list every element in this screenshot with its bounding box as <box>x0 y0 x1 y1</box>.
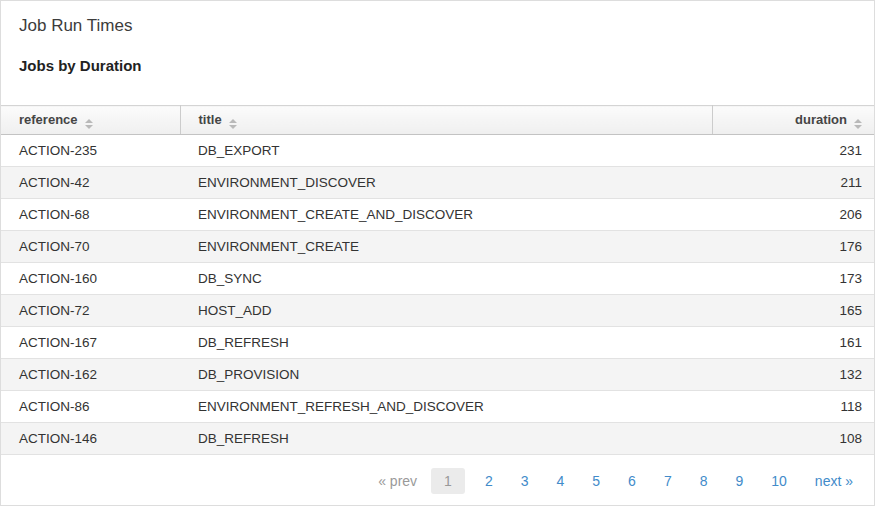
table-row: ACTION-146 DB_REFRESH 108 <box>1 423 874 455</box>
table-row: ACTION-167 DB_REFRESH 161 <box>1 327 874 359</box>
cell-title: ENVIRONMENT_CREATE_AND_DISCOVER <box>180 199 712 231</box>
pagination-page-7[interactable]: 7 <box>656 468 680 494</box>
cell-duration: 231 <box>712 135 874 167</box>
table-row: ACTION-68 ENVIRONMENT_CREATE_AND_DISCOVE… <box>1 199 874 231</box>
cell-reference: ACTION-146 <box>1 423 180 455</box>
sort-icon <box>854 119 862 129</box>
cell-title: ENVIRONMENT_CREATE <box>180 231 712 263</box>
column-header-title-label: title <box>199 112 222 127</box>
column-header-reference-label: reference <box>19 112 78 127</box>
cell-duration: 173 <box>712 263 874 295</box>
pagination-page-4[interactable]: 4 <box>549 468 573 494</box>
jobs-table: reference title duration ACTION-235 DB_E… <box>1 105 874 455</box>
table-row: ACTION-86 ENVIRONMENT_REFRESH_AND_DISCOV… <box>1 391 874 423</box>
cell-duration: 161 <box>712 327 874 359</box>
table-row: ACTION-70 ENVIRONMENT_CREATE 176 <box>1 231 874 263</box>
cell-reference: ACTION-86 <box>1 391 180 423</box>
jobs-table-body: ACTION-235 DB_EXPORT 231 ACTION-42 ENVIR… <box>1 135 874 455</box>
cell-reference: ACTION-167 <box>1 327 180 359</box>
cell-reference: ACTION-68 <box>1 199 180 231</box>
cell-reference: ACTION-72 <box>1 295 180 327</box>
cell-title: ENVIRONMENT_REFRESH_AND_DISCOVER <box>180 391 712 423</box>
sort-icon <box>229 119 237 129</box>
cell-title: HOST_ADD <box>180 295 712 327</box>
cell-duration: 206 <box>712 199 874 231</box>
page-title: Job Run Times <box>19 15 874 37</box>
cell-reference: ACTION-42 <box>1 167 180 199</box>
cell-duration: 132 <box>712 359 874 391</box>
pagination-page-6[interactable]: 6 <box>620 468 644 494</box>
pagination-page-3[interactable]: 3 <box>513 468 537 494</box>
cell-title: ENVIRONMENT_DISCOVER <box>180 167 712 199</box>
column-header-reference[interactable]: reference <box>1 106 180 135</box>
column-header-duration[interactable]: duration <box>712 106 874 135</box>
cell-reference: ACTION-162 <box>1 359 180 391</box>
table-row: ACTION-72 HOST_ADD 165 <box>1 295 874 327</box>
cell-duration: 165 <box>712 295 874 327</box>
pagination-page-2[interactable]: 2 <box>477 468 501 494</box>
cell-duration: 211 <box>712 167 874 199</box>
pagination-page-8[interactable]: 8 <box>692 468 716 494</box>
jobs-table-header: reference title duration <box>1 106 874 135</box>
table-row: ACTION-235 DB_EXPORT 231 <box>1 135 874 167</box>
cell-title: DB_EXPORT <box>180 135 712 167</box>
pagination-next-button[interactable]: next » <box>807 468 861 494</box>
sort-icon <box>85 119 93 129</box>
pagination-prev-button[interactable]: « prev <box>370 468 419 494</box>
cell-duration: 118 <box>712 391 874 423</box>
table-row: ACTION-162 DB_PROVISION 132 <box>1 359 874 391</box>
cell-reference: ACTION-160 <box>1 263 180 295</box>
column-header-duration-label: duration <box>795 112 847 127</box>
cell-duration: 176 <box>712 231 874 263</box>
pagination-page-5[interactable]: 5 <box>584 468 608 494</box>
pagination: « prev 1 2 3 4 5 6 7 8 9 10 next » <box>1 455 874 494</box>
cell-reference: ACTION-235 <box>1 135 180 167</box>
table-row: ACTION-42 ENVIRONMENT_DISCOVER 211 <box>1 167 874 199</box>
cell-reference: ACTION-70 <box>1 231 180 263</box>
column-header-title[interactable]: title <box>180 106 712 135</box>
pagination-page-1-active[interactable]: 1 <box>431 468 465 494</box>
cell-title: DB_SYNC <box>180 263 712 295</box>
cell-title: DB_REFRESH <box>180 423 712 455</box>
cell-title: DB_PROVISION <box>180 359 712 391</box>
pagination-page-9[interactable]: 9 <box>727 468 751 494</box>
job-run-times-panel: Job Run Times Jobs by Duration reference… <box>0 0 875 506</box>
header-row: reference title duration <box>1 106 874 135</box>
cell-duration: 108 <box>712 423 874 455</box>
pagination-page-10[interactable]: 10 <box>763 468 795 494</box>
cell-title: DB_REFRESH <box>180 327 712 359</box>
table-row: ACTION-160 DB_SYNC 173 <box>1 263 874 295</box>
report-subtitle: Jobs by Duration <box>19 57 874 75</box>
